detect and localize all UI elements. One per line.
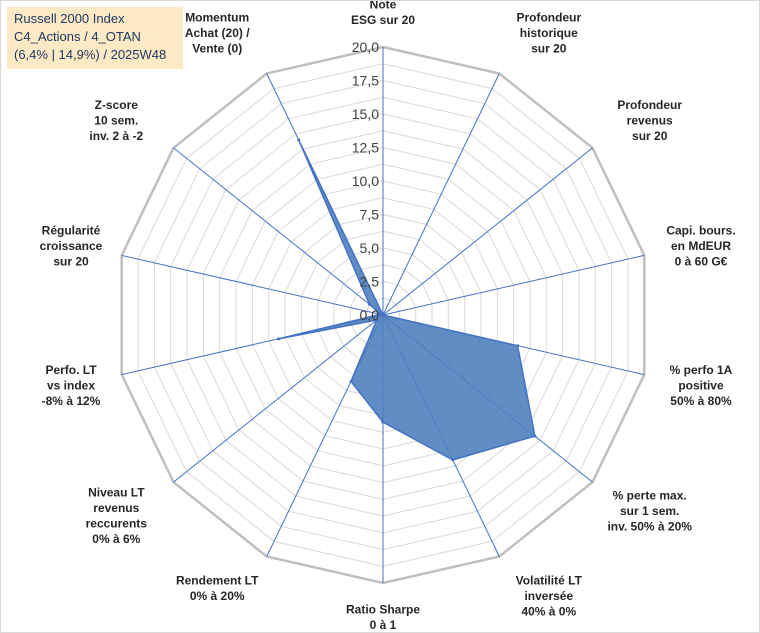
axis-label-line: inv. 50% à 20% [607,520,692,534]
radar-data-point [533,434,537,438]
chart-title-line-2: C4_Actions / 4_OTAN [14,29,141,44]
radial-tick-label: 20,0 [352,39,379,55]
radar-data-point [375,318,379,322]
axis-label-line: Régularité [42,223,101,237]
axis-label-line: 0% à 6% [92,532,140,546]
axis-label-line: 0 à 1 [370,618,397,632]
axis-label-line: inv. 2 à -2 [89,129,143,143]
radar-data-point [367,302,371,306]
axis-label-line: revenus [627,113,673,127]
axis-label-line: positive [678,378,724,392]
radial-tick-label: 5,0 [360,240,380,256]
axis-label-line: Volatilité LT [516,574,583,588]
radar-spoke [173,314,384,483]
axis-label-line: 50% à 80% [670,394,732,408]
radial-tick-label: 10,0 [352,173,379,189]
axis-label-line: vs index [47,378,95,392]
radar-series-area [278,139,536,461]
radar-spoke [382,254,645,316]
radar-data-point [516,344,520,348]
axis-label-line: historique [520,26,578,40]
axis-label-line: Profondeur [617,98,682,112]
axis-label-line: Z-score [95,98,139,112]
axis-label-line: Capi. bours. [666,223,735,237]
radial-tick-label: 17,5 [352,73,379,89]
axis-label-line: croissance [40,239,103,253]
radar-spoke [382,73,500,316]
axis-label-line: sur 20 [53,254,89,268]
axis-label-line: Vente (0) [192,42,242,56]
radar-data-point [349,379,353,383]
axis-label-line: Ratio Sharpe [346,602,420,616]
axis-label-line: 10 sem. [94,113,138,127]
axis-label-line: ESG sur 20 [351,13,415,27]
axis-label-line: Profondeur [516,11,581,25]
axis-label-line: Note [370,1,397,11]
chart-title-line-3: (6,4% | 14,9%) / 2025W48 [14,47,167,62]
chart-title-line-1: Russell 2000 Index [14,11,125,26]
axis-label-line: sur 20 [531,42,567,56]
axis-label-line: 0 à 60 G€ [675,254,728,268]
radial-tick-label: 12,5 [352,140,379,156]
axis-label-line: sur 1 sem. [620,504,679,518]
axis-label-line: Rendement LT [176,574,259,588]
radar-spoke [121,254,384,316]
axis-label-line: 40% à 0% [521,605,576,619]
axis-label-line: Achat (20) / [185,26,250,40]
axis-label-line: reccurents [86,517,148,531]
axis-label-line: Perfo. LT [45,363,97,377]
radar-data-point [378,312,382,316]
axis-label-line: 0% à 20% [190,589,245,603]
radar-data-point [381,313,385,317]
axis-label-line: % perfo 1A [670,363,733,377]
radar-spoke [382,147,593,316]
axis-label-line: -8% à 12% [42,394,101,408]
radar-data-point [381,420,385,424]
radial-tick-label: 0,0 [360,307,380,323]
axis-label-line: % perte max. [613,489,687,503]
axis-label-line: Niveau LT [88,486,145,500]
axis-label-line: inversée [524,589,573,603]
axis-label-line: sur 20 [632,129,668,143]
chart-title-box: Russell 2000 Index C4_Actions / 4_OTAN (… [7,7,183,69]
axis-label-line: en MdEUR [671,239,731,253]
axis-label-line: Momentum [185,11,249,25]
radial-tick-label: 2,5 [360,274,380,290]
radar-spoke [173,147,384,316]
radial-tick-label: 15,0 [352,106,379,122]
radial-tick-label: 7,5 [360,207,380,223]
axis-label-line: revenus [93,501,139,515]
radar-data-point [277,337,280,341]
radar-data-point [451,458,455,462]
radar-data-point [297,138,301,142]
